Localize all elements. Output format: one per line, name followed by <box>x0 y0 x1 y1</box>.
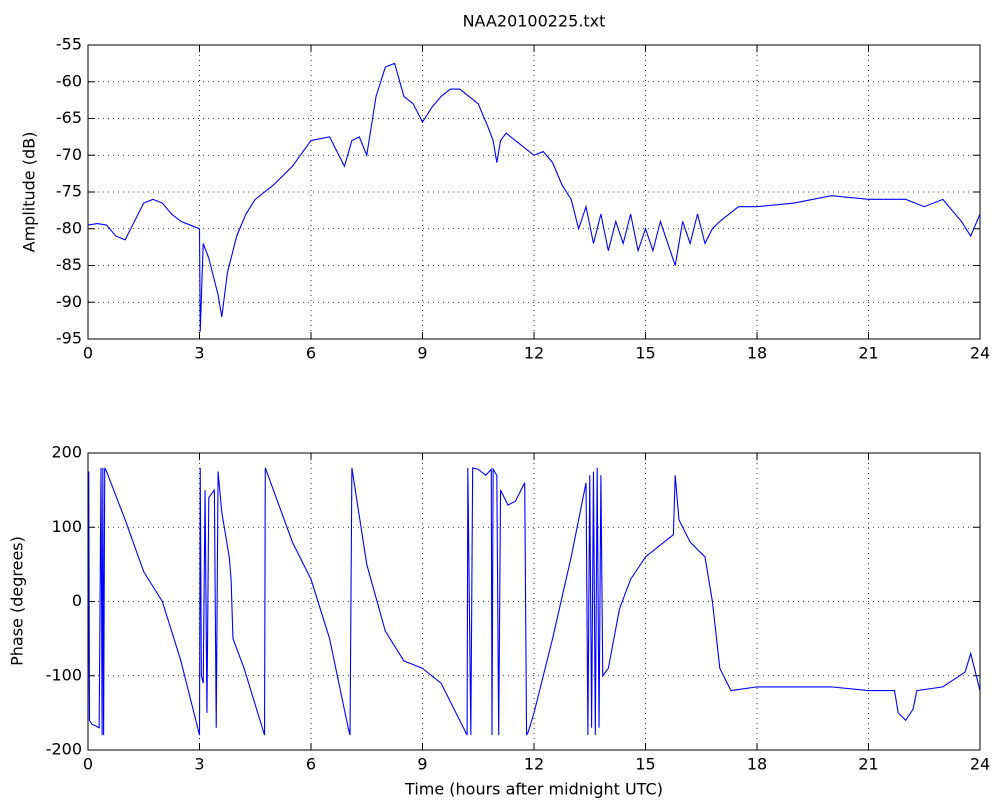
x-tick-label: 12 <box>524 755 544 774</box>
x-tick-label: 0 <box>83 755 93 774</box>
y-axis-label: Amplitude (dB) <box>20 132 39 253</box>
x-tick-label: 12 <box>524 344 544 363</box>
x-tick-label: 18 <box>747 755 767 774</box>
y-tick-label: -90 <box>56 292 82 311</box>
x-tick-label: 21 <box>858 755 878 774</box>
x-tick-label: 15 <box>635 344 655 363</box>
x-tick-label: 3 <box>194 344 204 363</box>
y-tick-label: 100 <box>51 517 82 536</box>
x-tick-label: 6 <box>306 344 316 363</box>
y-tick-label: -85 <box>56 255 82 274</box>
axes-frame <box>87 452 981 751</box>
axes-frame <box>87 44 981 340</box>
x-tick-label: 15 <box>635 755 655 774</box>
y-tick-label: -60 <box>56 71 82 90</box>
y-tick-label: -65 <box>56 108 82 127</box>
x-tick-label: 9 <box>417 755 427 774</box>
y-tick-label: -70 <box>56 145 82 164</box>
y-axis-label: Phase (degrees) <box>8 536 27 666</box>
y-tick-label: -75 <box>56 182 82 201</box>
chart-title: NAA20100225.txt <box>463 12 606 31</box>
data-line <box>87 467 981 736</box>
x-tick-label: 3 <box>194 755 204 774</box>
x-tick-label: 18 <box>747 344 767 363</box>
x-tick-label: 24 <box>970 344 990 363</box>
y-tick-label: -80 <box>56 218 82 237</box>
x-axis-label: Time (hours after midnight UTC) <box>404 780 663 799</box>
x-tick-label: 21 <box>858 344 878 363</box>
data-line <box>87 62 981 332</box>
y-tick-label: 200 <box>51 443 82 462</box>
y-tick-label: 0 <box>72 591 82 610</box>
x-tick-label: 0 <box>83 344 93 363</box>
y-tick-label: -100 <box>46 665 82 684</box>
x-tick-label: 24 <box>970 755 990 774</box>
y-tick-label: -55 <box>56 35 82 54</box>
x-tick-label: 9 <box>417 344 427 363</box>
y-tick-label: -95 <box>56 329 82 348</box>
x-tick-label: 6 <box>306 755 316 774</box>
y-tick-label: -200 <box>46 740 82 759</box>
